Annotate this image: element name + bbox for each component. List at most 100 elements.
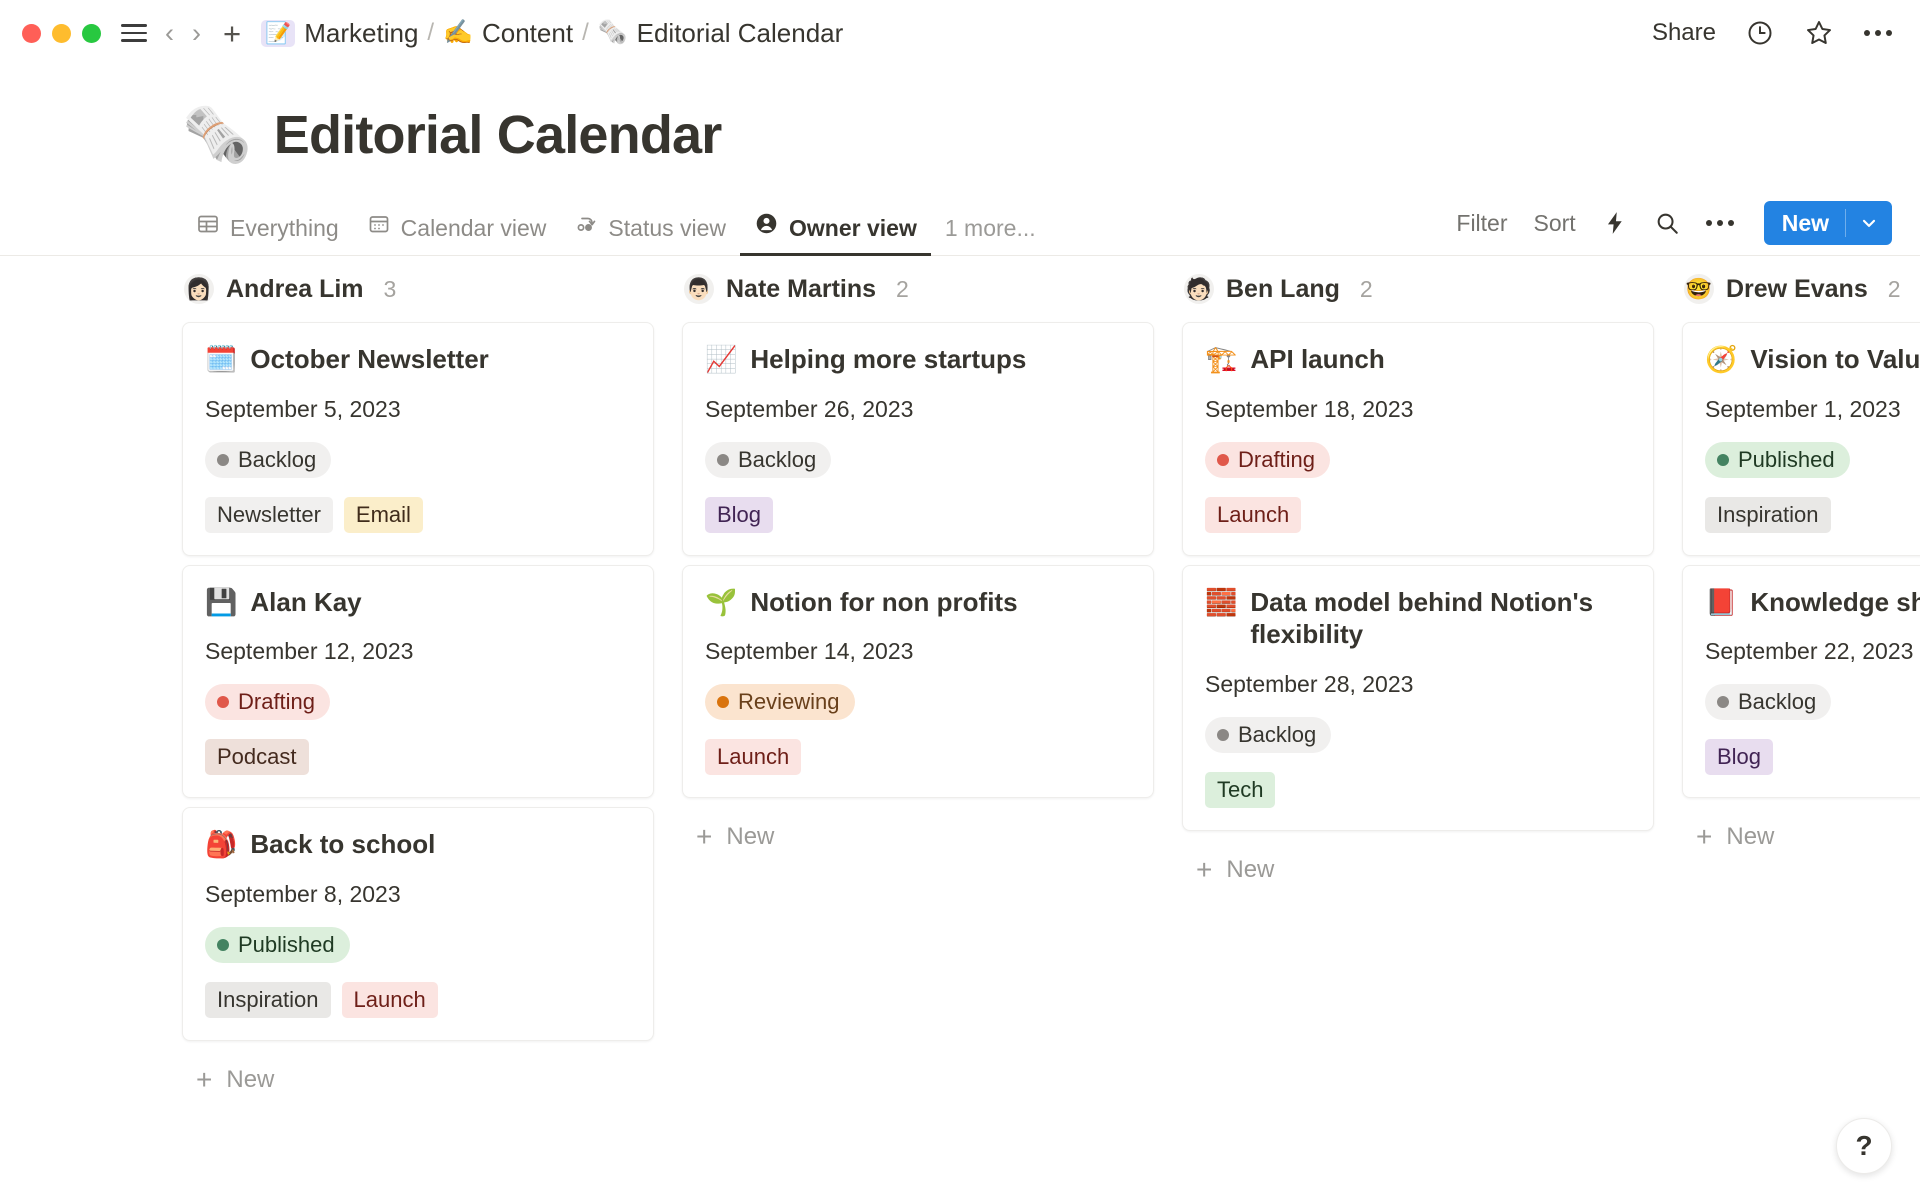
board-card[interactable]: 🏗️ API launch September 18, 2023 Drafting La… xyxy=(1182,322,1654,556)
board-card[interactable]: 🧭 Vision to Value September 1, 2023 Publish… xyxy=(1682,322,1920,556)
add-card-button[interactable]: + New xyxy=(182,1050,654,1094)
window-titlebar: ‹ › + 📝 Marketing / ✍️ Content / 🗞️ Edit… xyxy=(0,0,1920,66)
board-column-header[interactable]: 🤓 Drew Evans 2 xyxy=(1682,256,1920,322)
tabs-more-button[interactable]: 1 more... xyxy=(944,215,1036,241)
add-card-button[interactable]: + New xyxy=(682,807,1154,851)
card-icon: 🌱 xyxy=(705,586,738,617)
more-horizontal-icon[interactable] xyxy=(1864,30,1892,36)
filter-button[interactable]: Filter xyxy=(1456,209,1508,236)
clock-icon[interactable] xyxy=(1746,19,1774,47)
card-title-row: 🏗️ API launch xyxy=(1205,343,1631,376)
card-title-row: 🧭 Vision to Value xyxy=(1705,343,1920,376)
card-title: Alan Kay xyxy=(250,586,362,617)
status-dot-icon xyxy=(1717,696,1729,708)
board-column-count: 3 xyxy=(383,275,397,302)
add-card-button[interactable]: + New xyxy=(1682,807,1920,851)
status-badge: Drafting xyxy=(1205,441,1331,478)
view-tabs-bar: Everything Calendar view xyxy=(0,200,1920,256)
minimize-window-button[interactable] xyxy=(52,23,71,43)
board-column-header[interactable]: 🧑🏻 Ben Lang 2 xyxy=(1182,256,1654,322)
breadcrumb-item-marketing[interactable]: 📝 Marketing xyxy=(261,18,418,49)
maximize-window-button[interactable] xyxy=(82,23,101,43)
card-title: Knowledge sharing xyxy=(1750,586,1920,617)
add-card-label: New xyxy=(726,823,775,850)
board-card[interactable]: 📈 Helping more startups September 26, 2023… xyxy=(682,322,1154,556)
card-tags-row: Inspiration Launch xyxy=(205,981,631,1018)
sidebar-toggle-icon[interactable] xyxy=(121,24,147,42)
status-badge: Backlog xyxy=(1705,684,1832,720)
status-dot-icon xyxy=(217,696,229,708)
card-icon: 🗓️ xyxy=(205,344,238,374)
card-tags-row: Launch xyxy=(705,739,1131,775)
board-toolbar: Filter Sort New xyxy=(1456,201,1892,255)
tag-badge: Inspiration xyxy=(1705,496,1831,533)
chevron-down-icon[interactable] xyxy=(1846,213,1892,233)
board-card[interactable]: 🎒 Back to school September 8, 2023 Publishe… xyxy=(182,807,654,1041)
search-icon[interactable] xyxy=(1654,210,1680,236)
card-date: September 8, 2023 xyxy=(205,880,401,907)
lightning-bolt-icon[interactable] xyxy=(1602,210,1628,236)
person-icon xyxy=(754,211,779,242)
card-title: Back to school xyxy=(250,829,436,859)
card-title: Vision to Value xyxy=(1750,344,1920,374)
new-page-button[interactable]: + xyxy=(223,15,242,51)
card-tags-row: Blog xyxy=(705,496,1131,533)
board-card[interactable]: 📕 Knowledge sharing September 22, 2023 Back… xyxy=(1682,564,1920,798)
tab-owner-view[interactable]: Owner view xyxy=(740,200,931,256)
page-title[interactable]: Editorial Calendar xyxy=(273,105,723,165)
new-button[interactable]: New xyxy=(1763,201,1892,245)
add-card-button[interactable]: + New xyxy=(1182,840,1654,884)
view-tabs: Everything Calendar view xyxy=(182,200,1048,256)
add-card-label: New xyxy=(226,1065,275,1093)
board-card[interactable]: 🌱 Notion for non profits September 14, 202… xyxy=(682,564,1154,798)
card-icon: 🧭 xyxy=(1705,344,1738,374)
question-mark-icon: ? xyxy=(1855,1130,1873,1161)
card-icon: 🏗️ xyxy=(1205,344,1238,374)
card-tags-row: Blog xyxy=(1705,739,1920,775)
status-label: Backlog xyxy=(738,446,817,472)
board-column: 🧑🏻 Ben Lang 2 🏗️ API launch September 18, 202… xyxy=(1182,256,1682,1166)
back-button[interactable]: ‹ xyxy=(165,17,174,48)
avatar: 👩🏻 xyxy=(184,274,214,304)
card-status-row: Backlog xyxy=(1705,684,1920,720)
tab-label-status-view: Status view xyxy=(608,215,727,241)
board-column-header[interactable]: 👨🏻 Nate Martins 2 xyxy=(682,256,1154,322)
breadcrumb-item-content[interactable]: ✍️ Content xyxy=(443,18,573,49)
status-label: Published xyxy=(1738,446,1835,472)
tag-badge: Blog xyxy=(705,496,774,533)
tab-everything[interactable]: Everything xyxy=(182,200,353,255)
board-column-owner: Nate Martins xyxy=(726,274,877,303)
forward-button[interactable]: › xyxy=(192,17,201,48)
card-status-row: Published xyxy=(205,926,631,963)
board-column-count: 2 xyxy=(1359,275,1373,302)
page-icon[interactable]: 🗞️ xyxy=(182,103,252,166)
board-card[interactable]: 🧱 Data model behind Notion's flexibility S… xyxy=(1182,564,1654,831)
card-status-row: Backlog xyxy=(1205,716,1631,753)
sort-button[interactable]: Sort xyxy=(1533,209,1576,236)
status-dot-icon xyxy=(1217,453,1229,466)
breadcrumb-item-editorial-calendar[interactable]: 🗞️ Editorial Calendar xyxy=(598,18,844,49)
card-date: September 1, 2023 xyxy=(1705,395,1901,422)
tag-badge: Podcast xyxy=(205,739,309,775)
card-status-row: Reviewing xyxy=(705,684,1131,720)
share-button[interactable]: Share xyxy=(1651,19,1716,46)
plus-icon: + xyxy=(196,1063,213,1095)
new-button-label: New xyxy=(1781,209,1829,236)
board-more-icon[interactable] xyxy=(1705,220,1734,226)
close-window-button[interactable] xyxy=(22,23,41,43)
breadcrumb-label-marketing: Marketing xyxy=(304,17,419,48)
card-status-row: Published xyxy=(1705,441,1920,478)
tab-status-view[interactable]: Status view xyxy=(560,200,740,255)
content-page-icon: ✍️ xyxy=(443,19,473,46)
card-date: September 26, 2023 xyxy=(705,395,914,422)
help-button[interactable]: ? xyxy=(1836,1118,1892,1174)
board-column-header[interactable]: 👩🏻 Andrea Lim 3 xyxy=(182,256,654,322)
star-icon[interactable] xyxy=(1804,18,1834,48)
tab-calendar-view[interactable]: Calendar view xyxy=(353,200,561,255)
card-title-row: 📕 Knowledge sharing xyxy=(1705,586,1920,619)
board-card[interactable]: 🗓️ October Newsletter September 5, 2023 Bac… xyxy=(182,322,654,556)
board-card[interactable]: 💾 Alan Kay September 12, 2023 Drafting Podca… xyxy=(182,564,654,798)
status-label: Backlog xyxy=(238,446,317,472)
breadcrumb-label-content: Content xyxy=(481,17,574,48)
card-date: September 5, 2023 xyxy=(205,395,401,422)
